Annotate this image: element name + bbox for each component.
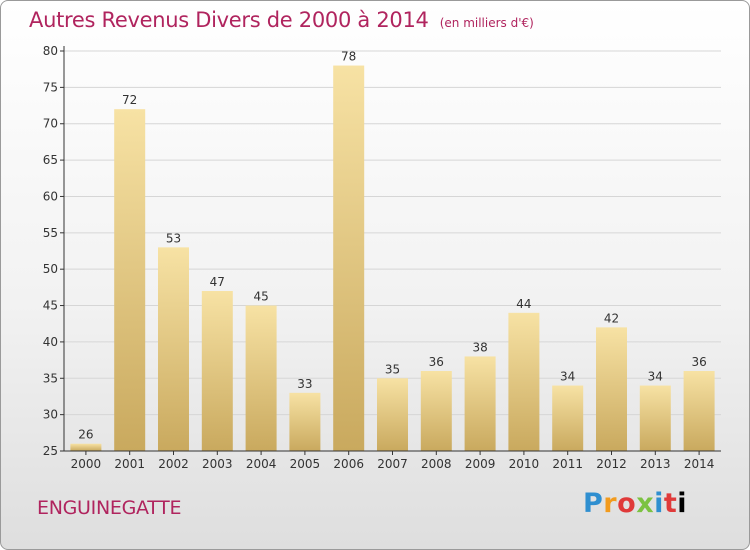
data-label-2014: 36	[691, 355, 706, 369]
x-tick-label-2009: 2009	[465, 457, 496, 471]
data-label-2001: 72	[122, 93, 137, 107]
y-tick-label: 65	[43, 153, 58, 167]
data-label-2013: 34	[648, 370, 663, 384]
x-tick-label-2002: 2002	[158, 457, 189, 471]
x-tick-label-2008: 2008	[421, 457, 452, 471]
x-tick-label-2001: 2001	[114, 457, 145, 471]
bars	[70, 65, 715, 451]
x-tick-label-2014: 2014	[684, 457, 715, 471]
x-tick-label-2003: 2003	[202, 457, 233, 471]
bar-2007	[377, 378, 408, 451]
commune-name: ENGUINEGATTE	[37, 497, 182, 519]
data-label-2002: 53	[166, 231, 181, 245]
x-tick-label-2010: 2010	[509, 457, 540, 471]
logo-letter: o	[617, 488, 637, 519]
y-tick-label: 60	[43, 189, 58, 203]
chart-title: Autres Revenus Divers de 2000 à 2014	[29, 8, 429, 32]
y-tick-label: 55	[43, 226, 58, 240]
data-label-2011: 34	[560, 370, 575, 384]
logo-letter: i	[677, 488, 688, 519]
chart-unit: (en milliers d'€)	[439, 16, 534, 30]
logo-letter: x	[636, 488, 655, 519]
y-tick-label: 35	[43, 371, 58, 385]
y-tick-label: 80	[43, 44, 58, 58]
data-label-2012: 42	[604, 311, 619, 325]
x-tick-label-2013: 2013	[640, 457, 671, 471]
y-tick-label: 70	[43, 117, 58, 131]
tick-labels: 25 30 35 40 45 50 55 60 65 70 75 80 26 2000 72 2001 53 20…	[43, 44, 715, 471]
logo-letter: r	[603, 488, 618, 519]
data-label-2008: 36	[429, 355, 444, 369]
bar-2009	[464, 356, 496, 451]
data-label-2006: 78	[341, 50, 356, 64]
x-tick-label-2012: 2012	[596, 457, 627, 471]
bar-2006	[333, 65, 365, 451]
data-label-2010: 44	[516, 297, 531, 311]
x-tick-label-2007: 2007	[377, 457, 408, 471]
logo-letter: t	[663, 488, 678, 519]
bar-2001	[114, 109, 146, 451]
y-tick-label: 25	[43, 444, 58, 458]
data-label-2009: 38	[472, 340, 487, 354]
data-label-2003: 47	[210, 275, 225, 289]
bar-2010	[508, 312, 540, 451]
data-label-2007: 35	[385, 362, 400, 376]
x-tick-label-2004: 2004	[246, 457, 277, 471]
data-label-2000: 26	[78, 428, 93, 442]
proxiti-logo: Proxiti	[583, 488, 687, 519]
logo-letter: i	[654, 488, 664, 519]
bar-2000	[70, 443, 102, 451]
data-label-2004: 45	[253, 290, 268, 304]
bar-2003	[201, 291, 233, 451]
x-tick-label-2005: 2005	[290, 457, 321, 471]
y-tick-label: 75	[43, 80, 58, 94]
bar-2005	[289, 392, 321, 451]
bar-2008	[420, 371, 452, 451]
axes	[60, 46, 721, 455]
bar-2002	[158, 247, 189, 451]
x-tick-label-2006: 2006	[333, 457, 364, 471]
bar-2004	[245, 305, 277, 451]
x-tick-label-2000: 2000	[71, 457, 102, 471]
y-tick-label: 40	[43, 335, 58, 349]
y-tick-label: 45	[43, 299, 58, 313]
bar-2012	[596, 327, 627, 451]
data-label-2005: 33	[297, 377, 312, 391]
chart-title-block: Autres Revenus Divers de 2000 à 2014 (en…	[29, 8, 534, 32]
x-tick-label-2011: 2011	[552, 457, 583, 471]
y-tick-label: 50	[43, 262, 58, 276]
bar-2011	[552, 385, 584, 451]
bar-2014	[683, 371, 715, 451]
y-tick-label: 30	[43, 408, 58, 422]
bar-2013	[639, 385, 671, 451]
logo-letter: P	[583, 488, 604, 519]
